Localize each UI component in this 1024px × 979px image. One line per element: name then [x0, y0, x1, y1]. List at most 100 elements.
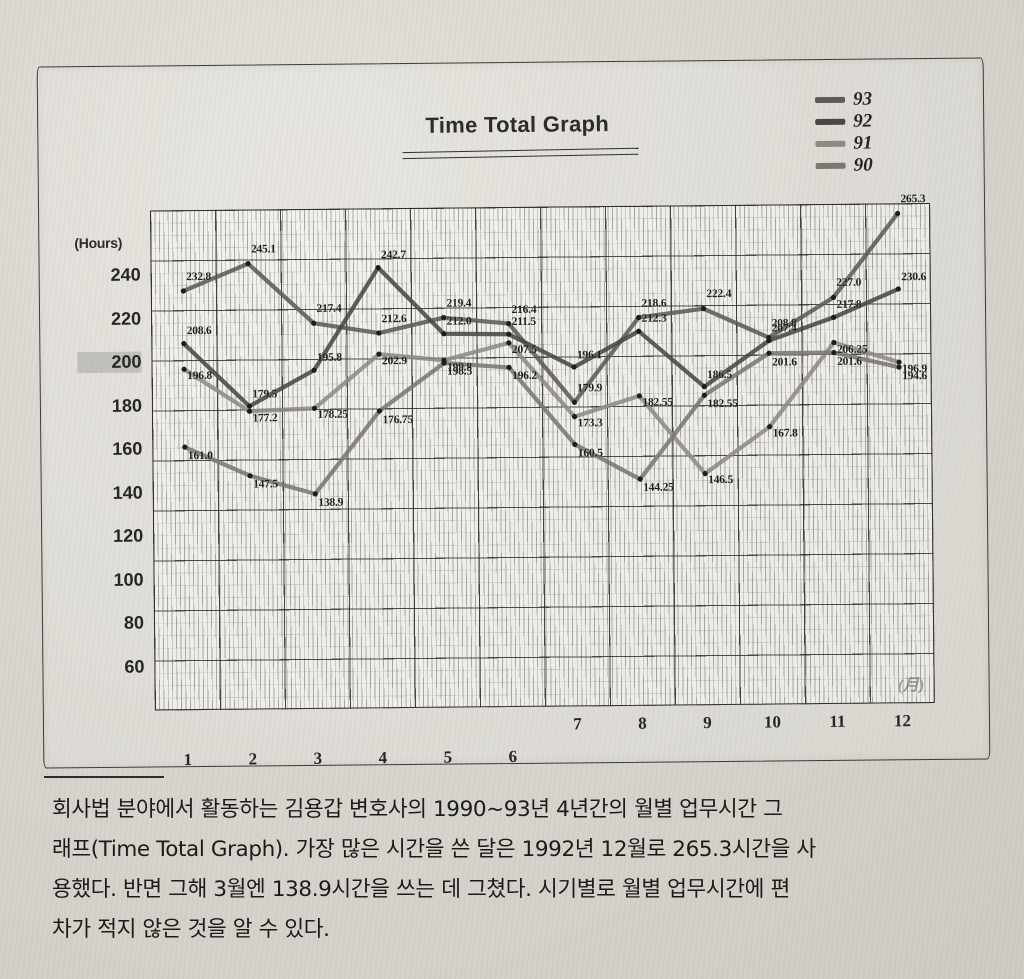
- series-line-90: [182, 350, 902, 496]
- data-point-91-m7: [571, 414, 578, 420]
- legend-label: 91: [853, 132, 873, 154]
- data-point-93-m7: [571, 399, 578, 405]
- series-line-92: [181, 265, 901, 409]
- x-tick-6: 6: [508, 746, 518, 767]
- y-tick-80: 80: [123, 612, 145, 633]
- x-tick-7: 7: [573, 714, 582, 734]
- point-label-92-m12: 230.6: [901, 270, 927, 283]
- data-point-92-m2: [246, 403, 253, 409]
- point-label-92-m4: 242.7: [380, 249, 406, 262]
- data-point-91-m8: [636, 393, 642, 399]
- data-point-91-m6: [506, 340, 512, 346]
- y-tick-200: 200: [77, 351, 142, 374]
- point-label-91-m2: 177.2: [252, 411, 278, 425]
- data-point-93-m4: [376, 330, 382, 336]
- data-point-92-m8: [636, 328, 642, 334]
- point-label-92-m1: 208.6: [186, 325, 212, 338]
- point-label-90-m6: 196.2: [512, 370, 538, 383]
- x-tick-3: 3: [313, 748, 323, 768]
- caption-line-2: 래프(Time Total Graph). 가장 많은 시간을 쓴 달은 199…: [52, 837, 816, 862]
- data-point-92-m7: [571, 364, 577, 370]
- data-point-92-m9: [701, 384, 707, 390]
- data-point-93-m2: [245, 261, 251, 267]
- data-point-92-m6: [506, 331, 512, 337]
- x-tick-5: 5: [443, 747, 453, 767]
- y-tick-220: 220: [110, 308, 142, 329]
- legend-swatch-icon: [814, 96, 846, 104]
- y-tick-180: 180: [111, 395, 143, 416]
- caption-line-4: 차가 적지 않은 것을 알 수 있다.: [52, 917, 330, 942]
- point-label-93-m11: 227.0: [836, 277, 862, 290]
- point-label-90-m12: 194.6: [902, 369, 928, 383]
- legend-swatch-icon: [815, 162, 846, 170]
- point-label-93-m9: 222.4: [706, 288, 732, 301]
- data-point-91-m3: [311, 405, 318, 411]
- x-tick-2: 2: [248, 749, 258, 769]
- title-underline: [402, 147, 639, 160]
- data-point-93-m1: [180, 288, 186, 294]
- point-label-92-m6: 211.5: [511, 315, 536, 329]
- chart-stage: Time Total Graph 93 92 91 90 (Hours) 240 220…: [37, 57, 989, 769]
- data-point-90-m1: [182, 444, 188, 450]
- point-label-92-m10: 207.4: [771, 322, 797, 335]
- data-point-92-m10: [766, 338, 772, 344]
- legend-label: 90: [853, 154, 873, 176]
- legend-item-91: 91: [815, 132, 873, 156]
- point-label-90-m5: 198.5: [447, 365, 473, 379]
- point-label-93-m2: 245.1: [250, 243, 276, 256]
- data-point-91-m9: [702, 471, 708, 477]
- data-point-90-m7: [572, 441, 578, 448]
- point-label-90-m10: 201.6: [771, 355, 797, 369]
- data-point-92-m4: [375, 265, 381, 271]
- point-label-90-m4: 176.75: [382, 413, 414, 426]
- y-tick-240: 240: [110, 264, 141, 286]
- data-point-90-m9: [701, 392, 707, 398]
- point-label-91-m4: 202.9: [381, 354, 407, 368]
- point-label-92-m9: 186.5: [707, 368, 733, 381]
- data-point-92-m5: [441, 331, 447, 337]
- point-label-91-m11: 206.25: [836, 343, 868, 356]
- x-tick-10: 10: [763, 712, 782, 732]
- point-label-93-m6: 216.4: [511, 303, 537, 316]
- point-label-93-m7: 179.9: [577, 381, 603, 395]
- point-label-93-m3: 217.4: [316, 302, 342, 316]
- legend-item-92: 92: [815, 111, 872, 134]
- point-label-93-m4: 212.6: [381, 312, 407, 326]
- data-point-92-m11: [831, 314, 837, 320]
- data-point-91-m1: [181, 366, 187, 372]
- point-label-90-m2: 147.5: [253, 478, 279, 491]
- x-tick-11: 11: [829, 711, 846, 731]
- point-label-92-m8: 212.3: [641, 312, 667, 326]
- y-tick-140: 140: [112, 482, 143, 503]
- point-label-93-m5: 219.4: [446, 297, 472, 310]
- point-label-90-m7: 160.5: [577, 447, 603, 460]
- point-label-93-m1: 232.8: [186, 270, 212, 283]
- legend-swatch-icon: [815, 118, 846, 126]
- data-point-90-m12: [896, 364, 902, 370]
- y-axis-unit-label: (Hours): [74, 234, 123, 251]
- data-point-91-m4: [376, 351, 382, 357]
- point-label-91-m7: 173.3: [577, 417, 603, 430]
- legend-swatch-icon: [815, 140, 846, 148]
- data-point-92-m12: [895, 286, 901, 292]
- data-point-91-m2: [246, 408, 253, 414]
- x-tick-12: 12: [893, 711, 912, 731]
- legend-label: 92: [853, 110, 873, 132]
- point-label-92-m2: 179.5: [252, 387, 278, 401]
- point-label-91-m6: 207.5: [511, 343, 537, 356]
- data-point-90-m3: [312, 491, 318, 497]
- point-label-90-m11: 201.6: [836, 355, 862, 368]
- caption-rule: [44, 776, 164, 778]
- point-label-92-m7: 196.1: [576, 348, 602, 362]
- data-point-93-m11: [830, 294, 837, 300]
- caption-line-1: 회사법 분야에서 활동하는 김용갑 변호사의 1990~93년 4년간의 월별 …: [52, 797, 783, 822]
- y-tick-100: 100: [113, 569, 144, 590]
- point-label-91-m9: 146.5: [708, 474, 734, 487]
- point-label-91-m3: 178.25: [317, 409, 349, 422]
- legend-item-90: 90: [815, 154, 873, 178]
- y-tick-60: 60: [124, 656, 145, 677]
- chart-title: Time Total Graph: [425, 111, 610, 138]
- point-label-92-m11: 217.8: [836, 299, 862, 312]
- data-point-90-m8: [637, 476, 643, 482]
- data-point-93-m8: [635, 314, 642, 321]
